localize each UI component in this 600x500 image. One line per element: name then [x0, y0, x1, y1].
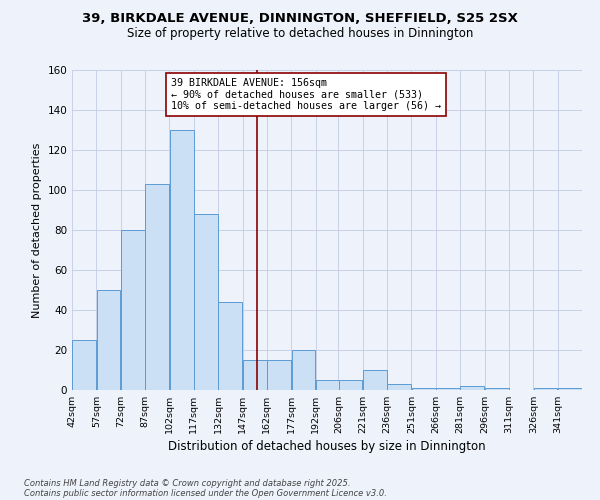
Bar: [145, 184, 169, 390]
Bar: [388, 384, 411, 390]
Bar: [292, 350, 316, 390]
Bar: [97, 290, 121, 390]
Text: 39, BIRKDALE AVENUE, DINNINGTON, SHEFFIELD, S25 2SX: 39, BIRKDALE AVENUE, DINNINGTON, SHEFFIE…: [82, 12, 518, 26]
Bar: [533, 388, 557, 390]
Bar: [170, 130, 194, 390]
Bar: [243, 360, 266, 390]
Text: Contains public sector information licensed under the Open Government Licence v3: Contains public sector information licen…: [24, 488, 387, 498]
X-axis label: Distribution of detached houses by size in Dinnington: Distribution of detached houses by size …: [168, 440, 486, 453]
Bar: [316, 380, 340, 390]
Bar: [436, 388, 460, 390]
Bar: [460, 386, 484, 390]
Text: 39 BIRKDALE AVENUE: 156sqm
← 90% of detached houses are smaller (533)
10% of sem: 39 BIRKDALE AVENUE: 156sqm ← 90% of deta…: [171, 78, 441, 111]
Bar: [194, 214, 218, 390]
Bar: [485, 388, 509, 390]
Bar: [338, 380, 362, 390]
Bar: [72, 340, 96, 390]
Text: Size of property relative to detached houses in Dinnington: Size of property relative to detached ho…: [127, 28, 473, 40]
Bar: [121, 230, 145, 390]
Text: Contains HM Land Registry data © Crown copyright and database right 2025.: Contains HM Land Registry data © Crown c…: [24, 478, 350, 488]
Bar: [412, 388, 436, 390]
Y-axis label: Number of detached properties: Number of detached properties: [32, 142, 42, 318]
Bar: [363, 370, 387, 390]
Bar: [267, 360, 291, 390]
Bar: [218, 302, 242, 390]
Bar: [558, 388, 582, 390]
